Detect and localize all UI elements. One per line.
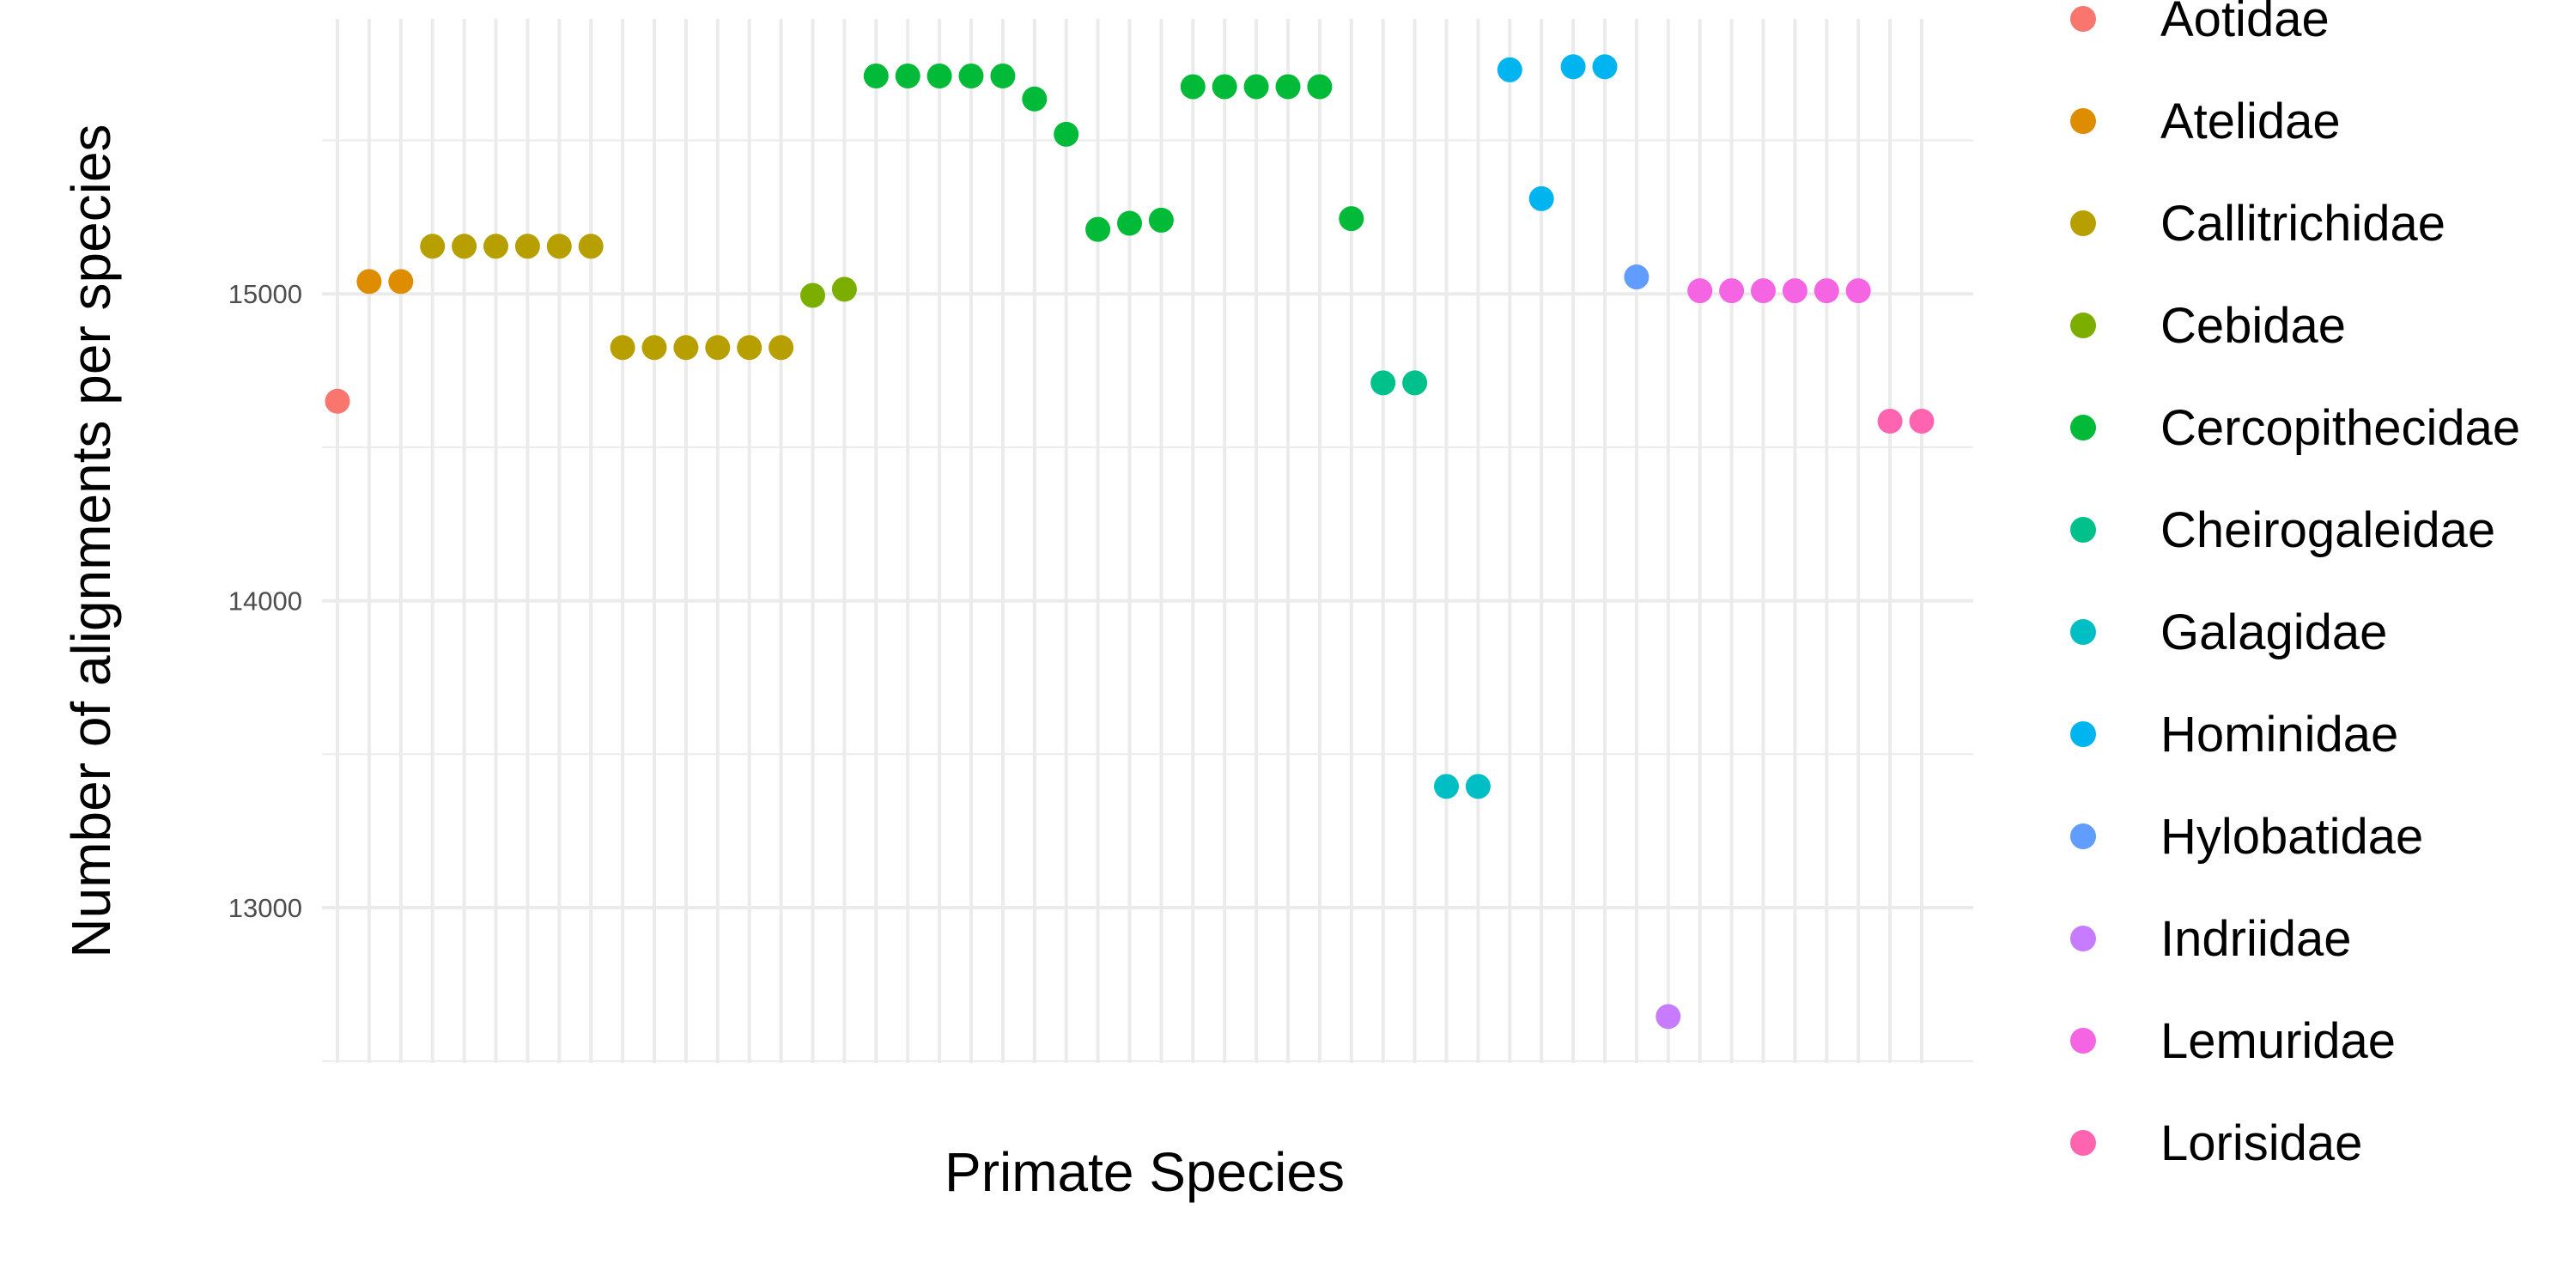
- data-point: [483, 234, 508, 259]
- data-point: [1719, 278, 1745, 304]
- grid: [322, 19, 1973, 1063]
- data-point: [1434, 774, 1459, 799]
- legend-label: Hominidae: [2160, 707, 2398, 762]
- legend-key: [2070, 517, 2096, 543]
- data-point: [1909, 409, 1935, 434]
- legend-label: Hylobatidae: [2160, 809, 2423, 865]
- data-point: [1782, 278, 1807, 304]
- data-point: [1528, 185, 1554, 211]
- data-point: [1180, 74, 1206, 100]
- y-tick-label: 13000: [228, 893, 302, 923]
- legend-label: Lorisidae: [2160, 1115, 2362, 1171]
- legend-label: Lemuridae: [2160, 1013, 2396, 1069]
- data-point: [1687, 278, 1713, 304]
- legend-key: [2070, 108, 2096, 134]
- data-point: [990, 63, 1016, 88]
- data-point: [420, 234, 446, 259]
- data-point: [578, 234, 604, 259]
- data-point: [1497, 57, 1522, 82]
- data-point: [641, 335, 667, 361]
- legend-key: [2070, 926, 2096, 951]
- data-point: [1243, 74, 1269, 100]
- x-axis-title: Primate Species: [945, 1141, 1345, 1203]
- legend-key: [2070, 721, 2096, 747]
- data-points: [325, 54, 1935, 1030]
- data-point: [452, 234, 477, 259]
- data-point: [388, 269, 414, 295]
- data-point: [1022, 86, 1048, 112]
- y-tick-labels: 13000 14000 15000: [228, 279, 302, 923]
- y-axis-title: Number of alignments per species: [60, 124, 122, 957]
- data-point: [1339, 206, 1364, 232]
- data-point: [705, 335, 731, 361]
- legend-label: Aotidae: [2160, 0, 2330, 47]
- legend-key: [2070, 210, 2096, 236]
- data-point: [1307, 74, 1333, 100]
- data-point: [1148, 207, 1174, 233]
- data-point: [1402, 370, 1428, 396]
- data-point: [769, 335, 794, 361]
- data-point: [1845, 278, 1871, 304]
- legend-label: Cheirogaleidae: [2160, 502, 2495, 558]
- data-point: [1275, 74, 1301, 100]
- data-point: [831, 276, 857, 302]
- data-point: [737, 335, 762, 361]
- data-point: [1117, 210, 1142, 236]
- legend-key: [2070, 6, 2096, 32]
- data-point: [927, 63, 952, 88]
- data-point: [958, 63, 984, 88]
- data-point: [1751, 278, 1776, 304]
- data-point: [514, 234, 540, 259]
- data-point: [1212, 74, 1237, 100]
- data-point: [356, 269, 382, 295]
- legend-label: Atelidae: [2160, 94, 2341, 149]
- legend: Aotidae Atelidae Callitrichidae Cebidae Cerc…: [2070, 0, 2520, 1171]
- legend-key: [2070, 1130, 2096, 1156]
- data-point: [1085, 216, 1111, 242]
- data-point: [1656, 1004, 1681, 1030]
- data-point: [1814, 278, 1839, 304]
- legend-key: [2070, 415, 2096, 440]
- data-point: [1877, 409, 1903, 434]
- data-point: [1465, 774, 1491, 799]
- data-point: [1592, 54, 1618, 80]
- legend-label: Galagidae: [2160, 605, 2387, 660]
- data-point: [895, 63, 920, 88]
- data-point: [610, 335, 635, 361]
- y-tick-label: 14000: [228, 586, 302, 617]
- legend-label: Callitrichidae: [2160, 196, 2445, 252]
- legend-key: [2070, 313, 2096, 338]
- data-point: [800, 283, 825, 308]
- data-point: [1370, 370, 1396, 396]
- legend-key: [2070, 1028, 2096, 1054]
- data-point: [1624, 264, 1649, 290]
- legend-label: Indriidae: [2160, 911, 2351, 967]
- legend-label: Cercopithecidae: [2160, 400, 2520, 456]
- legend-label: Cebidae: [2160, 298, 2346, 354]
- legend-key: [2070, 823, 2096, 849]
- y-tick-label: 15000: [228, 279, 302, 309]
- data-point: [673, 335, 699, 361]
- data-point: [325, 388, 350, 414]
- data-point: [1560, 54, 1586, 80]
- legend-key: [2070, 619, 2096, 645]
- data-point: [1054, 121, 1079, 147]
- data-point: [546, 234, 572, 259]
- data-point: [863, 63, 889, 88]
